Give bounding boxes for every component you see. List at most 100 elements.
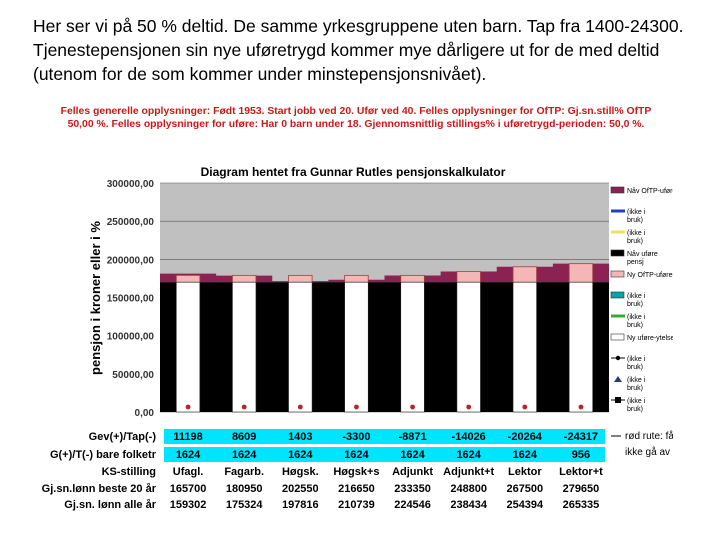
table-note-1: rød rute: får (625, 430, 673, 442)
legend-item-5-label: (ikke i (627, 293, 646, 300)
chart-panel: Felles generelle opplysninger: Født 1953… (33, 103, 673, 515)
table-row-label-2: KS-stilling (102, 466, 156, 478)
legend-item-10-label-2: bruk) (627, 406, 643, 413)
table-cell: -3300 (342, 431, 370, 443)
legend-item-6-label: (ikke i (627, 314, 646, 321)
legend-item-4-swatch (610, 270, 625, 278)
legend-item-10-swatch (615, 397, 621, 403)
legend-item-4-label: Ny OfTP-uførep (627, 272, 673, 279)
legend-item-3-label-2: pensj (627, 259, 644, 266)
table-cell: Lektor+t (559, 466, 603, 478)
bar-7 (568, 281, 594, 413)
legend-item-3-label: Nåv uføre (627, 250, 658, 258)
general-info-header: Felles generelle opplysninger: Født 1953… (41, 105, 671, 131)
table-cell: 254394 (506, 499, 544, 511)
legend-item-8-label: (ikke i (627, 356, 646, 363)
table-cell: Lektor (508, 466, 542, 478)
table-row-highlight-0 (164, 429, 605, 444)
table-cell: 279650 (563, 483, 600, 495)
bar-marker-2 (297, 404, 303, 410)
y-tick-label: 100000,00 (107, 332, 155, 343)
table-row-label-0: Gev(+)/Tap(-) (89, 431, 157, 443)
y-tick-label: 250000,00 (107, 217, 155, 228)
general-info-line-1: Felles generelle opplysninger: Født 1953… (60, 106, 652, 117)
table-cell: -14026 (452, 431, 486, 443)
table-cell: -24317 (564, 431, 598, 443)
table-cell: 1624 (456, 449, 481, 461)
table-cell: Adjunkt (392, 466, 433, 478)
bar-cap-5 (456, 271, 481, 283)
bar-2 (288, 281, 313, 413)
y-axis-label: pensjon i kroner eller i % (88, 221, 103, 375)
table-cell: 1624 (344, 449, 369, 461)
bar-cap-2 (288, 274, 313, 283)
legend-item-9-swatch (614, 376, 622, 382)
bar-4 (400, 281, 425, 413)
legend-item-1-label-2: bruk) (627, 217, 643, 224)
table-cell: 8609 (232, 431, 256, 443)
table-cell: Adjunkt+t (443, 466, 494, 478)
bar-6 (512, 281, 537, 413)
table-cell: Fagarb. (224, 466, 264, 478)
table-cell: Høgsk. (282, 466, 319, 478)
bar-marker-4 (410, 404, 415, 410)
legend-item-5-label-2: bruk) (627, 301, 643, 308)
series-area-oftp-uforep (160, 263, 609, 283)
table-cell: 1624 (288, 449, 313, 461)
bar-5 (456, 281, 481, 413)
bar-marker-1 (241, 404, 247, 410)
bar-cap-4 (400, 274, 425, 283)
table-cell: 238434 (450, 499, 488, 511)
legend-item-9-label: (ikke i (627, 377, 646, 384)
table-note-2: ikke gå av (625, 446, 670, 458)
legend-item-10-label: (ikke i (627, 398, 646, 405)
table-cell: 216650 (338, 483, 375, 495)
legend-item-7-swatch (610, 333, 625, 341)
legend-item-9-label-2: bruk) (627, 385, 643, 392)
table-row-label-1: G(+)/T(-) bare folketr (50, 449, 157, 461)
legend-item-2-label: (ikke i (627, 230, 646, 237)
legend-item-8-label-2: bruk) (627, 364, 643, 371)
series-area-ufore-pensj (160, 282, 609, 412)
table-cell: 1624 (176, 449, 201, 461)
chart-title: Diagram hentet fra Gunnar Rutles pensjon… (201, 165, 506, 179)
bar-marker-5 (466, 404, 472, 410)
table-cell: 197816 (282, 499, 319, 511)
legend-item-0-label: Nåv OfTP-uførep (627, 187, 673, 195)
bar-cap-6 (512, 266, 537, 283)
bar-cap-1 (232, 274, 257, 283)
y-tick-label: 200000,00 (107, 255, 155, 266)
bar-marker-3 (354, 404, 359, 410)
slide-title: Her ser vi på 50 % deltid. De samme yrke… (33, 16, 684, 84)
legend-item-0-swatch (610, 186, 625, 194)
table-cell: 202550 (282, 483, 319, 495)
table-cell: 175324 (226, 499, 264, 511)
table-row-highlight-1 (164, 447, 605, 462)
table-cell: 1624 (513, 449, 538, 461)
bar-0 (175, 281, 201, 413)
table-cell: 180950 (226, 483, 263, 495)
bar-marker-0 (185, 404, 191, 410)
legend-item-2-label-2: bruk) (627, 238, 643, 245)
pension-chart: Diagram hentet fra Gunnar Rutles pensjon… (42, 165, 673, 511)
table-cell: -8871 (398, 431, 426, 443)
legend-item-8-swatch (615, 355, 621, 361)
legend-item-6-label-2: bruk) (627, 322, 643, 329)
table-cell: 210739 (338, 499, 375, 511)
y-tick-label: 0,00 (135, 408, 155, 419)
table-cell: 233350 (394, 483, 431, 495)
bar-marker-6 (522, 404, 528, 410)
bar-3 (344, 281, 369, 413)
general-info-line-2: 50,00 %. Felles opplysninger for uføre: … (67, 119, 645, 130)
table-cell: 956 (572, 449, 590, 461)
y-tick-label: 150000,00 (107, 294, 155, 305)
legend-item-3-swatch (610, 249, 625, 257)
bar-marker-7 (578, 404, 584, 410)
table-cell: 1403 (288, 431, 312, 443)
table-cell: -20264 (508, 431, 543, 443)
table-row-label-3: Gj.sn.lønn beste 20 år (42, 483, 157, 495)
table-row-label-4: Gj.sn. lønn alle år (64, 499, 156, 511)
table-cell: 265335 (563, 499, 600, 511)
table-cell: 248800 (450, 483, 487, 495)
y-tick-label: 300000,00 (107, 179, 155, 190)
